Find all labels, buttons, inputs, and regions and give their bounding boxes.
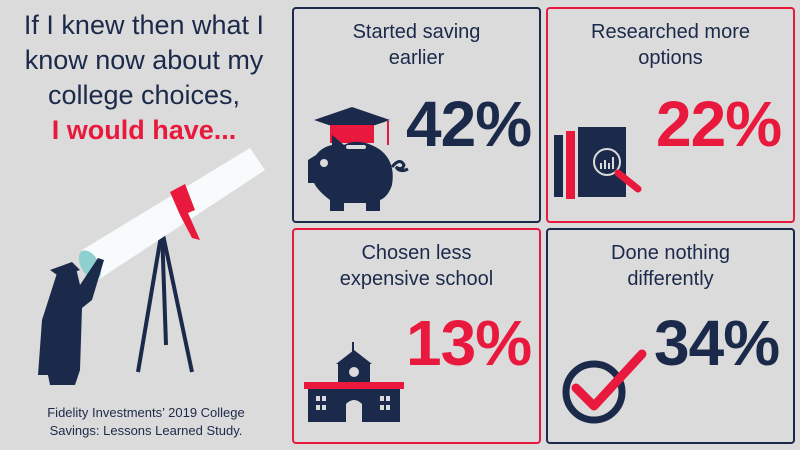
stat-label-line: differently [627, 268, 714, 290]
stat-panel-started-saving: Started saving earlier 42% [292, 7, 541, 223]
stat-label: Started saving earlier [304, 19, 529, 71]
stat-label: Researched more options [558, 19, 783, 71]
source-line: Savings: Lessons Learned Study. [49, 423, 243, 438]
stat-panel-researched-options: Researched more options 22% [546, 7, 795, 223]
headline: If I knew then what I know now about my … [6, 8, 282, 148]
stat-label-line: options [638, 47, 703, 69]
stat-label-line: earlier [388, 47, 445, 69]
stat-percent: 34% [654, 307, 780, 379]
graduate-telescope-illustration [38, 148, 265, 385]
stat-label-line: Chosen less [361, 242, 472, 264]
stat-panel-less-expensive-school: Chosen less expensive school 13% [292, 228, 541, 444]
diploma-scroll [82, 148, 265, 280]
headline-highlight: I would have... [51, 115, 237, 145]
stat-percent: 13% [406, 307, 532, 379]
stat-percent: 22% [656, 88, 782, 160]
checkmark-icon [562, 349, 647, 424]
source-citation: Fidelity Investments’ 2019 College Savin… [8, 404, 284, 440]
document-magnifier-icon [554, 127, 642, 199]
stat-label: Done nothing differently [558, 240, 783, 292]
ribbon-icon [170, 184, 200, 240]
stat-panel-done-nothing: Done nothing differently 34% [546, 228, 795, 444]
school-building-icon [304, 342, 404, 422]
stat-label: Chosen less expensive school [304, 240, 529, 292]
headline-line: know now about my [24, 45, 264, 75]
stat-label-line: Done nothing [611, 242, 730, 264]
stat-label-line: expensive school [339, 268, 494, 290]
headline-line: college choices, [47, 80, 241, 110]
stat-percent: 42% [406, 88, 532, 160]
graduate [38, 258, 104, 385]
headline-line: If I knew then what I [23, 10, 265, 40]
source-line: Fidelity Investments’ 2019 College [47, 405, 245, 420]
stat-label-line: Researched more [591, 21, 750, 43]
stat-label-line: Started saving [352, 21, 481, 43]
piggy-bank-graduation-cap-icon [308, 107, 409, 211]
tripod [136, 229, 194, 373]
